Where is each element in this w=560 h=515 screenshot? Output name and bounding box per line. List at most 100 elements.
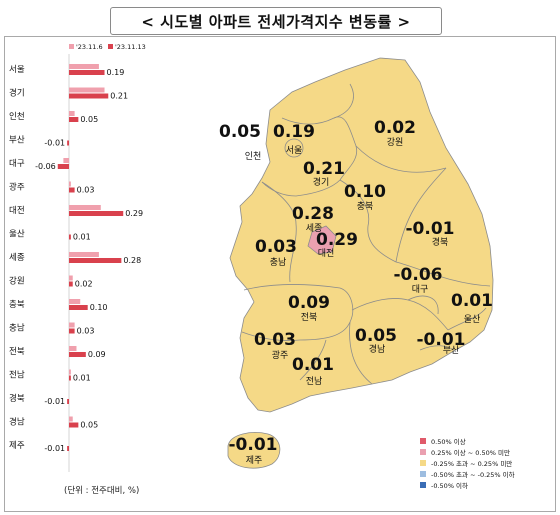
legend-label: '23.11.6	[76, 43, 103, 51]
bar-prev	[69, 275, 73, 281]
category-label: 대구	[9, 159, 25, 169]
bar-curr	[69, 305, 88, 310]
bar-prev	[69, 252, 99, 257]
boundary-gangwon	[333, 83, 447, 173]
bar-curr	[69, 187, 75, 193]
bar-curr	[69, 328, 75, 334]
data-label: 0.01	[73, 233, 91, 242]
map-legend-swatch	[420, 460, 426, 466]
map-value-chungnam: 0.03	[255, 237, 297, 257]
map-name-gyeongbuk: 경북	[432, 236, 449, 248]
legend-label: '23.11.13	[115, 43, 146, 51]
map-value-chungbuk: 0.10	[344, 182, 386, 202]
bar-prev	[69, 205, 101, 210]
category-label: 인천	[9, 111, 25, 122]
map-value-jeonnam: 0.01	[292, 355, 334, 375]
bar-curr	[69, 352, 86, 357]
category-label: 광주	[9, 182, 25, 193]
bar-curr	[57, 164, 69, 169]
bar-curr	[69, 93, 109, 99]
data-label: 0.29	[125, 209, 143, 218]
data-label: 0.28	[123, 256, 141, 265]
bar-prev	[69, 87, 105, 93]
bar-curr	[69, 281, 73, 287]
map-legend-swatch	[420, 449, 426, 455]
map-name-chungbuk: 충북	[357, 201, 374, 212]
boundary-south	[299, 321, 373, 385]
boundary-jeonbuk	[241, 284, 354, 341]
map-legend-label: -0.50% 초과 ~ -0.25% 이하	[431, 470, 515, 479]
unit-note: (단위 : 전주대비, %)	[64, 486, 140, 496]
data-label: 0.03	[77, 327, 95, 336]
region-seoul	[284, 138, 304, 158]
category-label: 경기	[9, 88, 25, 99]
data-label: -0.01	[44, 444, 65, 453]
category-label: 서울	[9, 65, 25, 75]
category-label: 제주	[9, 441, 25, 451]
data-label: 0.02	[75, 280, 93, 289]
bar-curr	[67, 446, 69, 451]
map-value-gyeongnam: 0.05	[355, 326, 397, 346]
category-label: 강원	[9, 276, 25, 287]
bar-curr	[67, 399, 69, 404]
map-legend-label: -0.50% 이하	[431, 481, 468, 490]
map-name-gwangju: 광주	[272, 349, 289, 361]
category-label: 경남	[9, 417, 25, 428]
bar-curr	[69, 375, 71, 381]
bar-prev	[69, 416, 73, 422]
category-label: 경북	[9, 393, 25, 404]
map-legend-swatch	[420, 471, 426, 477]
legend-swatch	[108, 44, 113, 49]
map-value-daejeon: 0.29	[316, 230, 358, 250]
map-name-incheon: 인천	[245, 151, 262, 162]
map-name-gyeongnam: 경남	[369, 343, 386, 355]
data-label: -0.01	[44, 397, 65, 406]
map-value-gyeongbuk: -0.01	[406, 219, 455, 239]
map-name-busan: 부산	[443, 345, 460, 356]
map-legend-swatch	[420, 482, 426, 488]
map-value-busan: -0.01	[417, 330, 466, 350]
map-legend-swatch	[420, 438, 426, 444]
map-value-gangwon: 0.02	[374, 118, 416, 138]
map-value-ulsan: 0.01	[451, 291, 493, 311]
map-value-daegu: -0.06	[394, 265, 443, 285]
bar-curr	[69, 258, 122, 263]
map-name-jeonbuk: 전북	[301, 312, 318, 323]
boundary-north	[261, 116, 358, 197]
bar-prev	[63, 158, 69, 163]
data-label: 0.21	[110, 92, 128, 101]
map-color-legend: 0.50% 이상 0.25% 이상 ~ 0.50% 미만 -0.25% 초과 ~ 0…	[420, 437, 515, 490]
category-label: 부산	[9, 135, 25, 146]
category-label: 전남	[9, 370, 25, 381]
data-label: 0.05	[80, 421, 98, 430]
bar-prev	[69, 346, 77, 351]
map-legend-label: -0.25% 초과 ~ 0.25% 미만	[431, 459, 512, 468]
category-label: 울산	[9, 229, 25, 240]
map-legend-label: 0.25% 이상 ~ 0.50% 미만	[431, 448, 510, 457]
bar-prev	[69, 299, 81, 304]
map-value-seoul: 0.19	[273, 122, 315, 142]
boundary-busan	[419, 345, 457, 353]
category-label: 충남	[9, 324, 25, 334]
category-label: 전북	[9, 346, 25, 357]
legend-swatch	[69, 44, 74, 49]
data-label: 0.10	[90, 303, 108, 312]
bar-prev	[69, 322, 75, 328]
boundary-ulsan	[447, 307, 487, 331]
bar-curr	[69, 234, 71, 240]
bar-curr	[69, 117, 79, 122]
map-name-ulsan: 울산	[464, 314, 481, 325]
bar-curr	[69, 70, 105, 75]
bar-curr	[69, 211, 124, 216]
category-label: 대전	[9, 205, 25, 216]
bar-curr	[67, 140, 69, 146]
data-label: 0.09	[88, 350, 106, 359]
map-name-daegu: 대구	[412, 284, 429, 295]
map-jeju	[227, 432, 281, 469]
map-name-jeju: 제주	[246, 455, 263, 466]
bar-chart-area: 서울 0.19 경기 0.21 인천 0.05 부산 -0.01 대구 -0.06 광주 0.03 대전…	[9, 54, 143, 472]
map-value-sejong: 0.28	[292, 204, 334, 224]
bar-prev	[69, 369, 71, 375]
